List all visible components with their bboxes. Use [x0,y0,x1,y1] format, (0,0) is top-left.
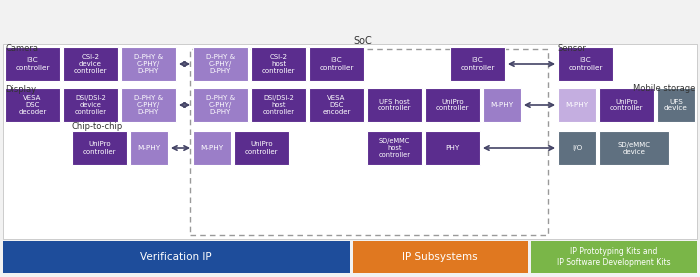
Text: M-PHY: M-PHY [566,102,589,108]
Bar [63,88,118,122]
Bar [72,131,127,165]
Bar [309,47,364,81]
Text: Sensor: Sensor [558,44,587,53]
Text: VESA
DSC
encoder: VESA DSC encoder [322,95,351,115]
Bar [3,241,350,273]
Text: UniPro
controller: UniPro controller [610,99,643,112]
Text: SD/eMMC
device: SD/eMMC device [617,142,650,155]
Text: UniPro
controller: UniPro controller [83,142,116,155]
Bar [251,47,306,81]
Text: Mobile storage: Mobile storage [633,84,695,93]
Bar [483,88,521,122]
Bar [531,241,697,273]
Bar [599,131,669,165]
Bar [599,88,654,122]
Text: I3C
controller: I3C controller [461,58,495,71]
Text: M-PHY: M-PHY [491,102,514,108]
Bar [558,131,596,165]
Bar [121,88,176,122]
Text: IP Subsystems: IP Subsystems [402,252,478,262]
Bar [425,131,480,165]
Bar [121,47,176,81]
Text: I/O: I/O [572,145,582,151]
Bar [367,131,422,165]
Text: Camera: Camera [5,44,38,53]
Text: IP Prototyping Kits and
IP Software Development Kits: IP Prototyping Kits and IP Software Deve… [557,247,671,267]
Text: D-PHY &
C-PHY/
D-PHY: D-PHY & C-PHY/ D-PHY [206,54,235,74]
Bar [193,131,231,165]
Bar [309,88,364,122]
Bar [450,47,505,81]
Bar [130,131,168,165]
Text: D-PHY &
C-PHY/
D-PHY: D-PHY & C-PHY/ D-PHY [206,95,235,115]
Bar [657,88,695,122]
Bar [353,241,528,273]
Text: D-PHY &
C-PHY/
D-PHY: D-PHY & C-PHY/ D-PHY [134,95,163,115]
Text: DSI/DSI-2
device
controller: DSI/DSI-2 device controller [74,95,106,115]
Text: M-PHY: M-PHY [200,145,223,151]
Bar [558,88,596,122]
Text: UFS
device: UFS device [664,99,688,112]
Text: CSI-2
device
controller: CSI-2 device controller [74,54,107,74]
Bar [5,88,60,122]
Text: SD/eMMC
host
controller: SD/eMMC host controller [379,138,410,158]
Text: DSI/DSI-2
host
controller: DSI/DSI-2 host controller [262,95,295,115]
Text: UniPro
controller: UniPro controller [435,99,469,112]
Text: UFS host
controller: UFS host controller [378,99,412,112]
Text: UniPro
controller: UniPro controller [245,142,279,155]
Text: Chip-to-chip: Chip-to-chip [72,122,123,131]
Text: SoC: SoC [354,36,372,46]
Bar [193,88,248,122]
Bar [5,47,60,81]
Bar [3,44,697,239]
Text: D-PHY &
C-PHY/
D-PHY: D-PHY & C-PHY/ D-PHY [134,54,163,74]
Bar [367,88,422,122]
Text: I3C
controller: I3C controller [319,58,354,71]
Bar [190,49,548,235]
Bar [425,88,480,122]
Bar [193,47,248,81]
Text: Verification IP: Verification IP [140,252,212,262]
Text: VESA
DSC
decoder: VESA DSC decoder [18,95,47,115]
Bar [63,47,118,81]
Text: Display: Display [5,85,36,94]
Text: M-PHY: M-PHY [137,145,160,151]
Text: I3C
controller: I3C controller [15,58,50,71]
Text: I3C
controller: I3C controller [568,58,603,71]
Bar [251,88,306,122]
Bar [234,131,289,165]
Text: PHY: PHY [445,145,460,151]
Bar [558,47,613,81]
Text: CSI-2
host
controller: CSI-2 host controller [262,54,295,74]
